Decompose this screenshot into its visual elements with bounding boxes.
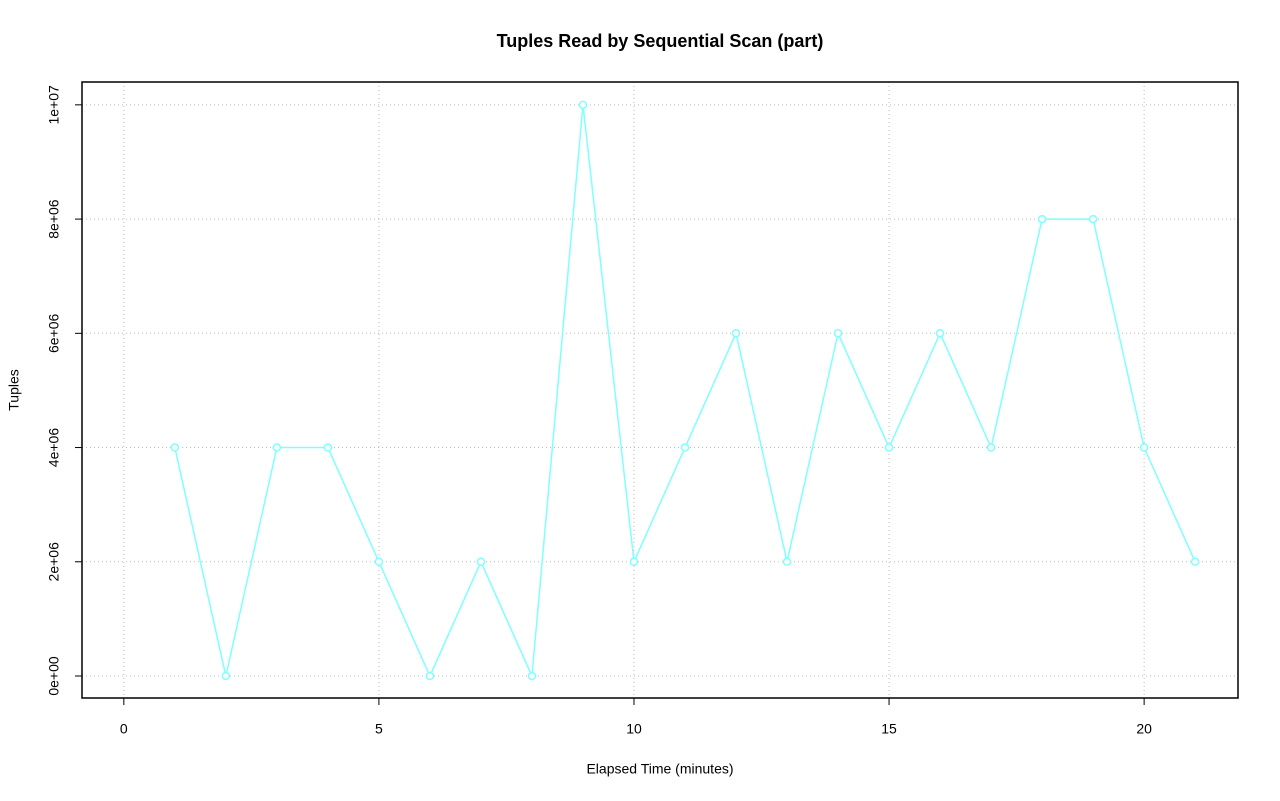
data-point bbox=[833, 329, 843, 338]
y-tick-label: 2e+06 bbox=[46, 542, 62, 582]
x-tick-label: 20 bbox=[1136, 721, 1152, 737]
data-point bbox=[578, 100, 588, 110]
y-tick-label: 4e+06 bbox=[46, 428, 62, 468]
data-point bbox=[884, 443, 894, 452]
chart-title: Tuples Read by Sequential Scan (part) bbox=[497, 31, 824, 51]
data-point bbox=[680, 443, 690, 452]
x-tick-label: 5 bbox=[375, 721, 383, 737]
y-tick-label: 6e+06 bbox=[46, 313, 62, 353]
y-tick-label: 1e+07 bbox=[46, 85, 62, 125]
data-point bbox=[425, 671, 435, 681]
data-point bbox=[1037, 214, 1047, 224]
data-point bbox=[1088, 214, 1098, 224]
data-point bbox=[476, 557, 486, 567]
x-tick-label: 0 bbox=[120, 721, 128, 737]
y-tick-label: 8e+06 bbox=[46, 199, 62, 239]
data-point bbox=[221, 671, 231, 681]
data-point bbox=[323, 443, 333, 452]
x-axis-label: Elapsed Time (minutes) bbox=[586, 761, 733, 777]
data-point bbox=[1139, 443, 1149, 452]
data-point bbox=[782, 557, 792, 567]
data-point bbox=[272, 443, 282, 452]
data-point bbox=[527, 671, 537, 681]
x-tick-label: 10 bbox=[626, 721, 642, 737]
data-point bbox=[986, 443, 996, 452]
data-point bbox=[935, 329, 945, 338]
data-point bbox=[731, 329, 741, 338]
data-point bbox=[629, 557, 639, 567]
plot-frame bbox=[81, 81, 1239, 699]
data-point bbox=[170, 443, 180, 452]
y-tick-label: 0e+00 bbox=[46, 656, 62, 696]
y-axis-label: Tuples bbox=[6, 369, 22, 411]
series-line bbox=[174, 104, 1196, 679]
data-point bbox=[1190, 557, 1200, 567]
x-tick-label: 15 bbox=[881, 721, 897, 737]
data-point bbox=[374, 557, 384, 567]
